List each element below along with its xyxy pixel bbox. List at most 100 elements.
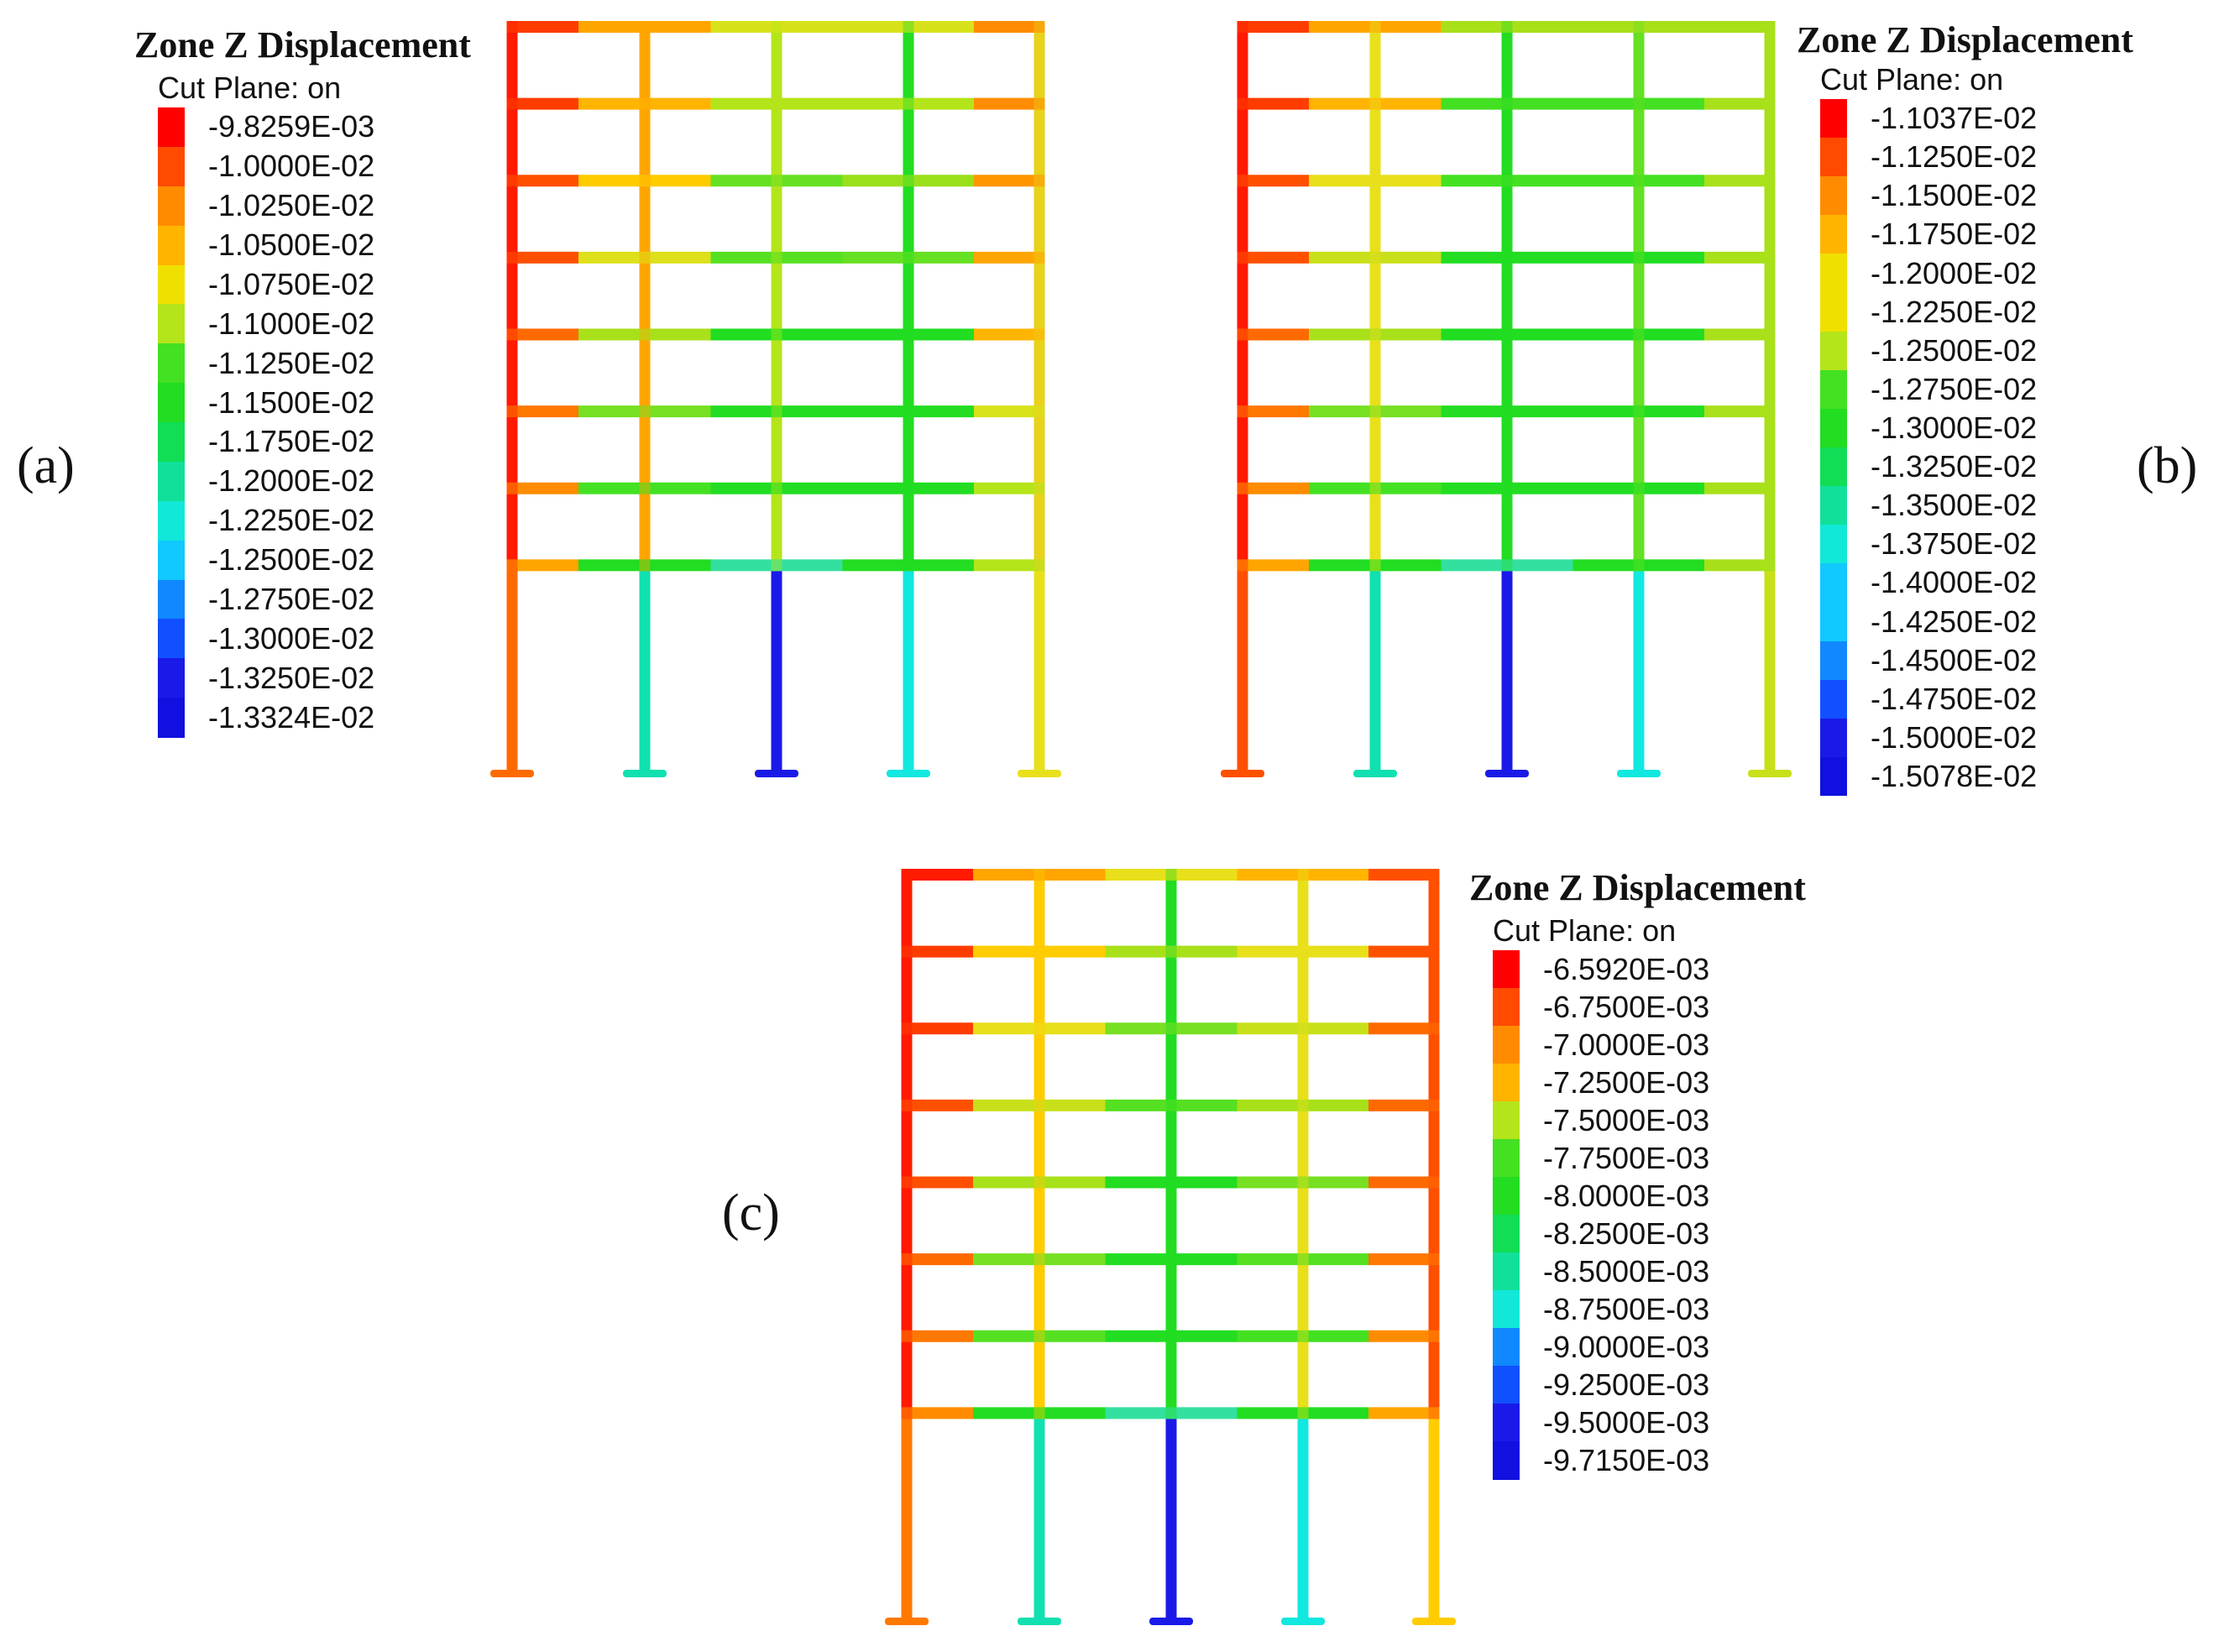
beam-segment: [1507, 251, 1573, 264]
beam-segment: [908, 21, 974, 33]
colorbar-tick-label: -6.7500E-03: [1543, 989, 1710, 1024]
footing: [1018, 1618, 1061, 1625]
beam-column-joint: [1034, 482, 1045, 494]
colorbar-segment: [1493, 1177, 1520, 1215]
colorbar-tick-label: -1.4250E-02: [1871, 604, 2038, 639]
beam-segment: [1368, 945, 1434, 958]
colorbar-segment: [1493, 1328, 1520, 1367]
beam-column-joint: [639, 175, 651, 187]
colorbar-segment: [1820, 331, 1847, 371]
colorbar-tick-label: -9.5000E-03: [1543, 1404, 1710, 1440]
colorbar-tick-label: -8.5000E-03: [1543, 1253, 1710, 1289]
beam-segment: [1243, 175, 1309, 187]
colorbar-tick-label: -8.7500E-03: [1543, 1291, 1710, 1326]
beam-segment: [710, 405, 777, 418]
colorbar-tick-label: -1.4500E-02: [1871, 642, 2038, 677]
colorbar-tick-label: -1.2500E-02: [1871, 332, 2038, 368]
colorbar-segment: [1493, 1139, 1520, 1178]
beam-segment: [907, 945, 973, 958]
beam-column-joint: [639, 21, 651, 33]
beam-segment: [1507, 328, 1573, 341]
beam-column-joint: [1369, 97, 1381, 110]
beam-segment: [1303, 1176, 1368, 1189]
beam-column-joint: [771, 175, 782, 187]
beam-segment: [1368, 1099, 1434, 1111]
ground-column: [1237, 571, 1248, 771]
colorbar-tick-label: -1.0500E-02: [208, 227, 375, 263]
beam-column-joint: [901, 869, 913, 881]
beam-segment: [974, 175, 1039, 187]
beam-column-joint: [1764, 559, 1776, 572]
beam-column-joint: [1428, 1176, 1440, 1189]
beam-segment: [1243, 559, 1309, 572]
colorbar-tick-label: -1.1500E-02: [1871, 178, 2038, 213]
beam-segment: [1375, 175, 1442, 187]
beam-segment: [907, 1022, 973, 1035]
beam-segment: [1243, 251, 1309, 264]
colorbar-tick-label: -7.0000E-03: [1543, 1027, 1710, 1062]
beam-column-joint: [1501, 97, 1513, 110]
beam-segment: [1507, 482, 1573, 494]
ground-column: [771, 571, 782, 771]
beam-segment: [973, 1022, 1039, 1035]
footing: [1353, 770, 1397, 777]
colorbar-segment: [158, 264, 185, 305]
beam-column-joint: [1297, 1176, 1309, 1189]
beam-segment: [710, 328, 777, 341]
beam-column-joint: [1297, 1330, 1309, 1342]
beam-segment: [1441, 21, 1507, 33]
beam-column-joint: [1369, 405, 1381, 418]
colorbar-tick-label: -1.1750E-02: [1871, 217, 2038, 252]
beam-segment: [645, 97, 711, 110]
colorbar-segment: [1493, 988, 1520, 1027]
beam-segment: [842, 175, 908, 187]
beam-segment: [1704, 482, 1770, 494]
colorbar-tick-label: -1.1000E-02: [208, 306, 375, 341]
ground-column: [1501, 571, 1513, 771]
beam-segment: [1171, 1022, 1238, 1035]
beam-column-joint: [771, 21, 782, 33]
beam-segment: [973, 945, 1039, 958]
beam-segment: [974, 251, 1039, 264]
beam-column-joint: [1369, 251, 1381, 264]
beam-column-joint: [639, 251, 651, 264]
beam-segment: [842, 328, 908, 341]
beam-segment: [973, 1176, 1039, 1189]
beam-segment: [710, 251, 777, 264]
beam-segment: [1507, 405, 1573, 418]
beam-segment: [578, 328, 645, 341]
beam-column-joint: [901, 1407, 913, 1419]
beam-column-joint: [506, 328, 518, 341]
beam-segment: [1507, 559, 1573, 572]
beam-column-joint: [1165, 945, 1177, 958]
beam-segment: [1237, 1330, 1303, 1342]
beam-segment: [1237, 945, 1303, 958]
ground-column: [1428, 1419, 1440, 1619]
beam-segment: [1039, 1099, 1106, 1111]
beam-segment: [1639, 175, 1704, 187]
colorbar-segment: [158, 107, 185, 148]
beam-column-joint: [1165, 1253, 1177, 1266]
beam-segment: [1704, 328, 1770, 341]
beam-segment: [1368, 1407, 1434, 1419]
beam-column-joint: [1165, 1022, 1177, 1035]
colorbar-tick-label: -1.3500E-02: [1871, 488, 2038, 523]
beam-column-joint: [901, 1330, 913, 1342]
footing: [755, 770, 798, 777]
footing: [623, 770, 667, 777]
beam-column-joint: [1633, 175, 1645, 187]
beam-segment: [1309, 405, 1375, 418]
colorbar-tick-label: -1.2750E-02: [1871, 371, 2038, 406]
beam-column-joint: [1633, 482, 1645, 494]
footing: [1412, 1618, 1456, 1625]
panel-b-frame-model: [1221, 21, 1792, 777]
beam-segment: [1572, 97, 1639, 110]
beam-segment: [1105, 869, 1171, 881]
beam-column-joint: [1501, 175, 1513, 187]
colorbar-tick-label: -1.2000E-02: [208, 463, 375, 499]
beam-segment: [578, 251, 645, 264]
panel-a-frame-model: [490, 21, 1061, 777]
beam-segment: [777, 405, 843, 418]
beam-segment: [578, 482, 645, 494]
beam-column-joint: [1237, 21, 1248, 33]
